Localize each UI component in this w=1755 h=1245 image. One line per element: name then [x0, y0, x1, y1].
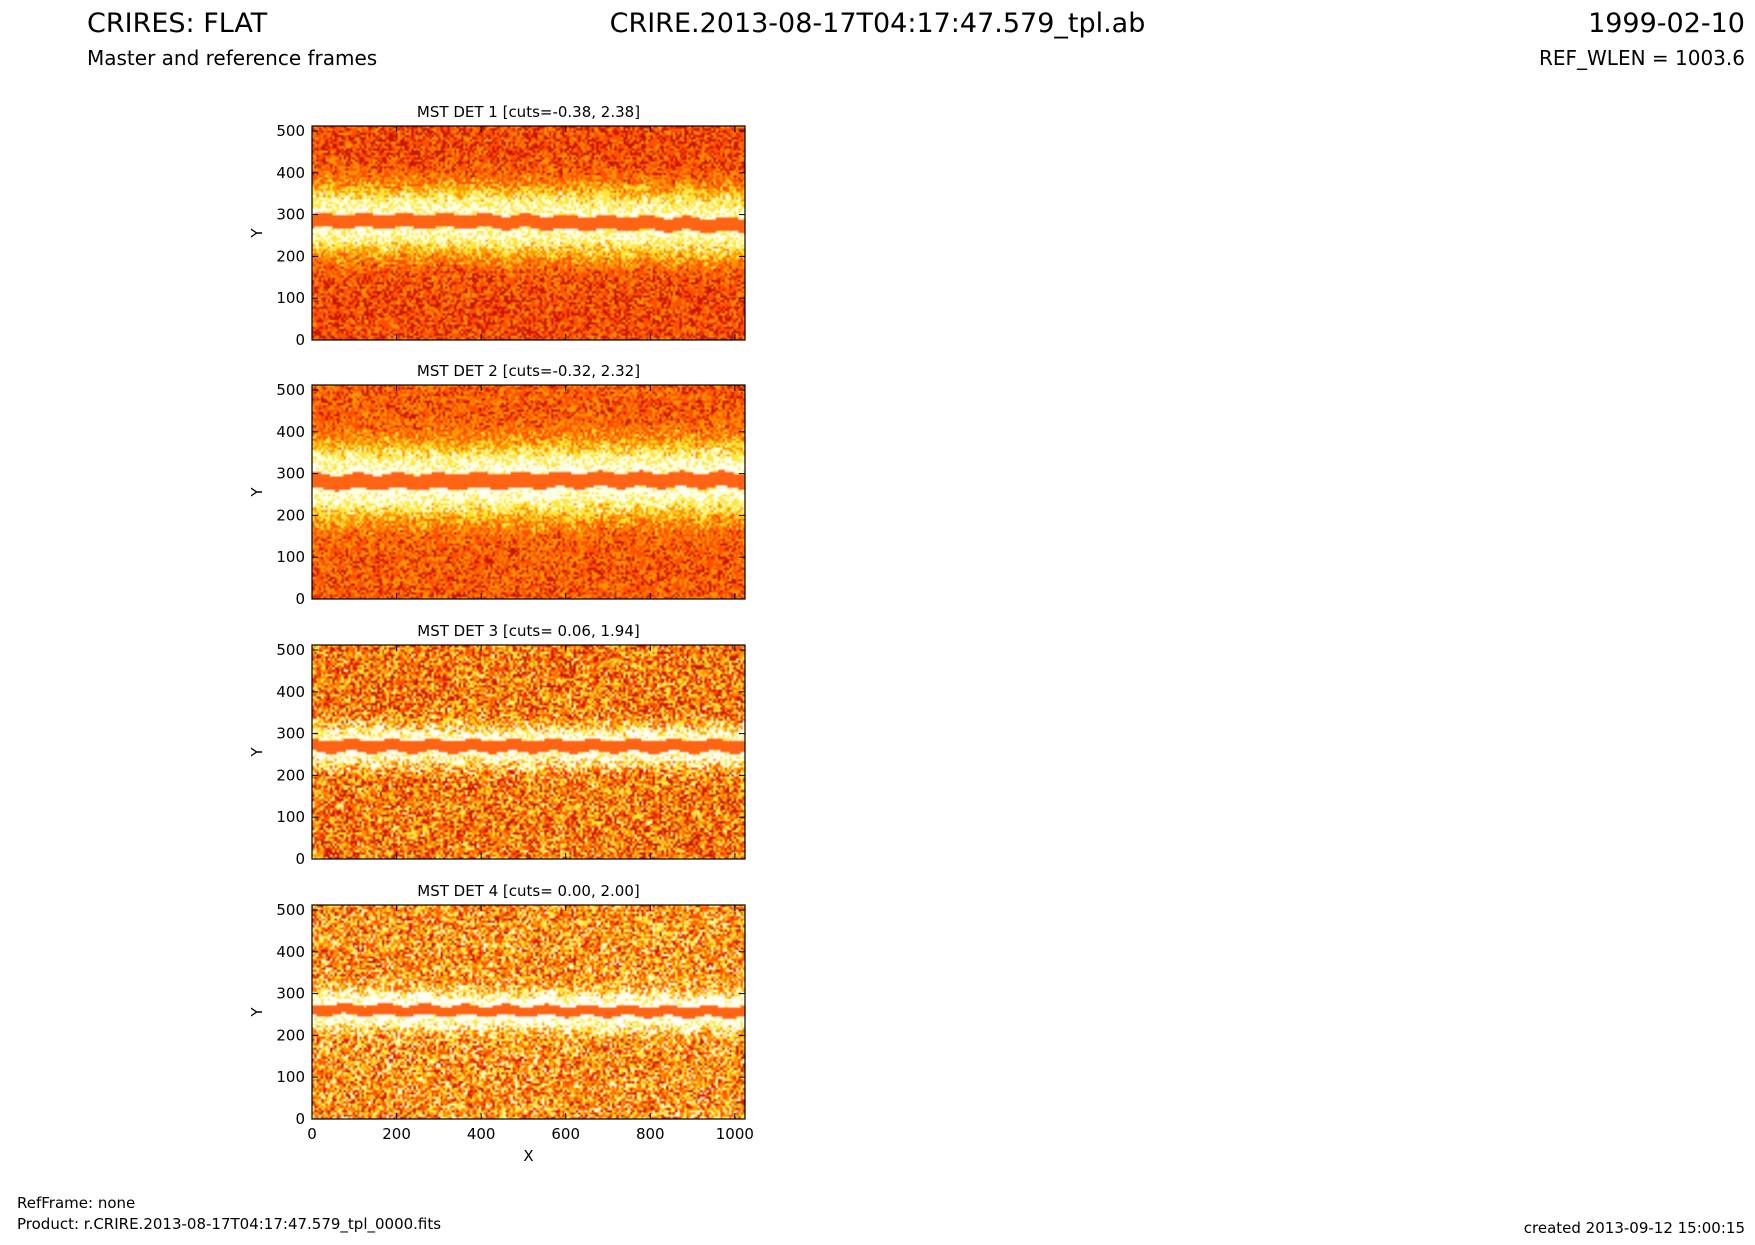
y-tick-label: 100 [276, 808, 305, 826]
plot-frame [311, 644, 746, 860]
x-tick-label: 600 [551, 1125, 580, 1143]
ref-wlen-label: REF_WLEN = 1003.6 [1538, 46, 1745, 70]
y-tick-label: 100 [276, 548, 305, 566]
y-tick-label: 400 [276, 943, 305, 961]
y-tick-label: 200 [276, 1026, 305, 1044]
report-subtitle: Master and reference frames [87, 46, 378, 70]
heatmap-image-det-2 [312, 385, 745, 599]
y-tick-label: 400 [276, 164, 305, 182]
plot-frame [311, 904, 746, 1120]
x-tick-label: 400 [467, 1125, 496, 1143]
heatmap-image-det-1 [312, 126, 745, 340]
y-axis-label: Y [248, 747, 266, 758]
file-name-title: CRIRE.2013-08-17T04:17:47.579_tpl.ab [609, 8, 1146, 39]
y-tick-label: 400 [276, 423, 305, 441]
y-tick-label: 300 [276, 985, 305, 1003]
y-tick-label: 100 [276, 1068, 305, 1086]
x-tick-label: 0 [307, 1125, 317, 1143]
panel-title: MST DET 3 [cuts= 0.06, 1.94] [417, 622, 640, 640]
panel-det-3: MST DET 3 [cuts= 0.06, 1.94] 0 100 200 300 40… [248, 622, 746, 868]
y-tick-label: 300 [276, 206, 305, 224]
heatmap-image-det-3 [312, 645, 745, 859]
panel-det-2: MST DET 2 [cuts=-0.32, 2.32] 0 100 200 300 40… [248, 362, 746, 608]
x-axis-label: X [523, 1147, 533, 1165]
product-label: Product: r.CRIRE.2013-08-17T04:17:47.579… [17, 1215, 442, 1233]
y-tick-label: 0 [295, 331, 305, 349]
y-tick-label: 0 [295, 1110, 305, 1128]
panel-det-4: MST DET 4 [cuts= 0.00, 2.00] 0 100 200 300 40… [248, 882, 754, 1165]
y-tick-label: 500 [276, 122, 305, 140]
plot-frame [311, 384, 746, 600]
refframe-label: RefFrame: none [17, 1194, 136, 1212]
created-timestamp: created 2013-09-12 15:00:15 [1523, 1219, 1745, 1237]
x-tick-label: 200 [382, 1125, 411, 1143]
y-axis-label: Y [248, 1007, 266, 1018]
y-tick-label: 300 [276, 465, 305, 483]
panel-title: MST DET 2 [cuts=-0.32, 2.32] [417, 362, 640, 380]
y-tick-label: 200 [276, 506, 305, 524]
y-tick-label: 500 [276, 381, 305, 399]
date-title: 1999-02-10 [1588, 8, 1745, 39]
panel-title: MST DET 4 [cuts= 0.00, 2.00] [417, 882, 640, 900]
y-tick-label: 200 [276, 766, 305, 784]
plot-frame [311, 125, 746, 341]
y-tick-label: 100 [276, 289, 305, 307]
y-tick-label: 500 [276, 641, 305, 659]
y-tick-label: 0 [295, 590, 305, 608]
y-tick-label: 0 [295, 850, 305, 868]
y-tick-label: 200 [276, 247, 305, 265]
heatmap-image-det-4 [312, 905, 745, 1119]
x-tick-label: 800 [636, 1125, 665, 1143]
panel-title: MST DET 1 [cuts=-0.38, 2.38] [417, 103, 640, 121]
y-axis-label: Y [248, 487, 266, 498]
panel-det-1: MST DET 1 [cuts=-0.38, 2.38] 0 100 200 300 40… [248, 103, 746, 349]
y-tick-label: 300 [276, 725, 305, 743]
y-tick-label: 500 [276, 901, 305, 919]
y-tick-label: 400 [276, 683, 305, 701]
x-tick-label: 1000 [716, 1125, 754, 1143]
y-axis-label: Y [248, 228, 266, 239]
report-title: CRIRES: FLAT [87, 8, 268, 39]
